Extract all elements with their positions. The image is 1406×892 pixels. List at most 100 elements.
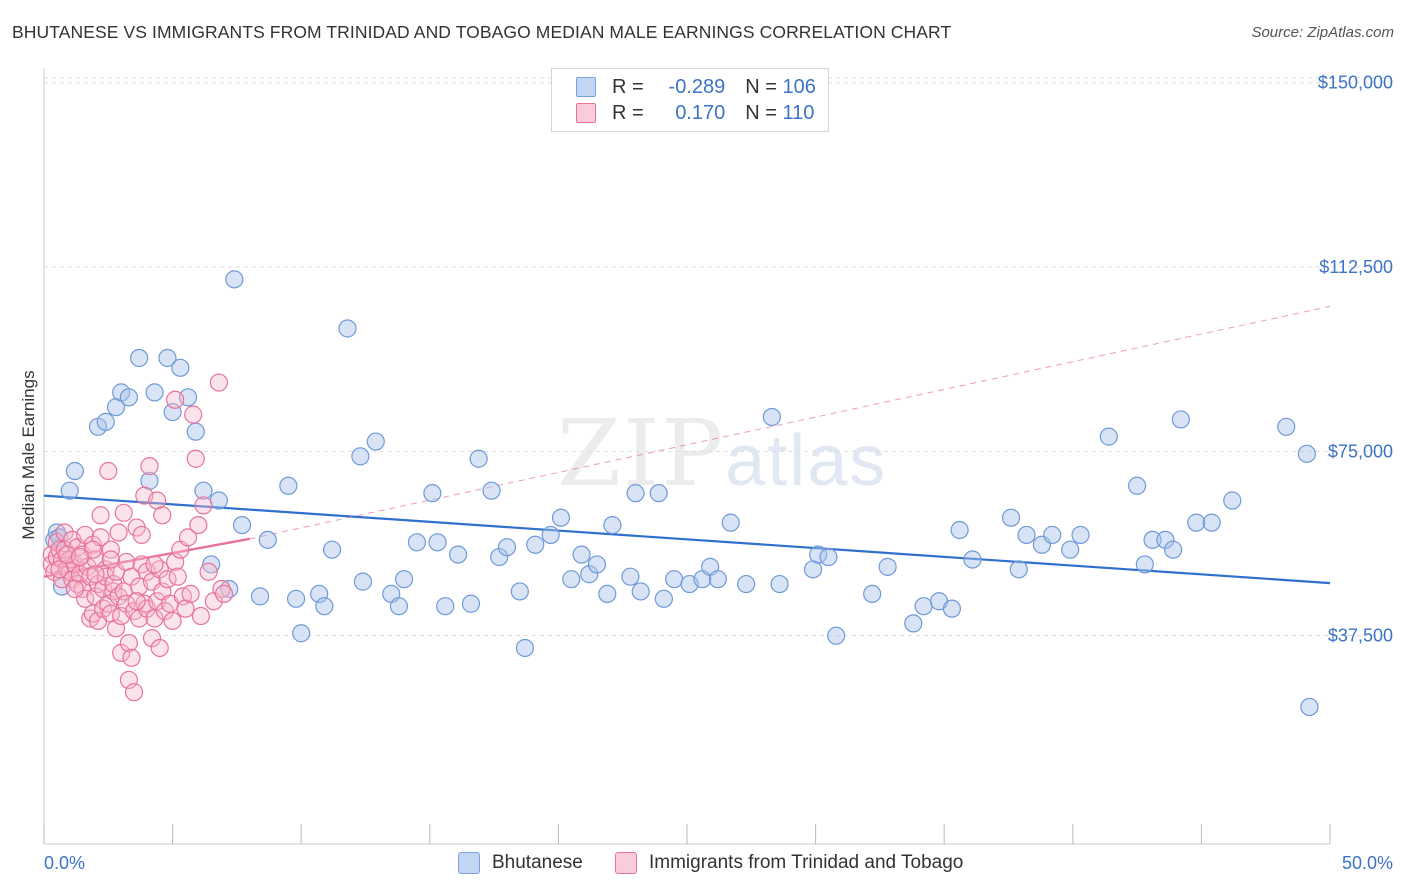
point-bhutanese	[225, 270, 244, 289]
series-label-bhutanese: Bhutanese	[492, 852, 583, 873]
point-bhutanese	[96, 412, 115, 431]
watermark-light: atlas	[725, 421, 888, 501]
point-bhutanese	[721, 513, 740, 532]
point-bhutanese	[490, 547, 509, 567]
point-bhutanese	[963, 550, 982, 569]
point-trinidad	[189, 515, 208, 535]
legend-r-label: R =	[612, 101, 644, 124]
point-trinidad	[209, 373, 228, 392]
point-trinidad	[137, 599, 156, 618]
point-bhutanese	[145, 383, 164, 402]
point-bhutanese	[1143, 530, 1162, 549]
point-bhutanese	[428, 533, 447, 552]
point-trinidad	[168, 567, 187, 586]
point-trinidad	[153, 506, 172, 525]
legend-row-bhutanese: R = -0.289 N = 106	[576, 75, 816, 99]
point-bhutanese	[526, 535, 545, 554]
point-trinidad	[70, 547, 90, 567]
point-trinidad	[212, 579, 231, 599]
point-trinidad	[65, 579, 84, 599]
point-bhutanese	[541, 525, 560, 545]
point-bhutanese	[119, 388, 138, 407]
point-bhutanese	[580, 565, 599, 584]
legend-n-value: 110	[782, 101, 815, 124]
point-bhutanese	[551, 508, 571, 527]
point-bhutanese	[407, 533, 427, 552]
point-bhutanese	[942, 599, 962, 618]
point-trinidad	[86, 565, 105, 584]
point-trinidad	[101, 550, 120, 569]
y-tick-label: $150,000	[1318, 73, 1393, 93]
point-bhutanese	[258, 530, 277, 549]
legend-n-label: N =	[745, 101, 777, 124]
point-trinidad	[50, 560, 69, 579]
point-trinidad	[142, 629, 162, 648]
point-bhutanese	[171, 358, 190, 377]
point-trinidad	[91, 506, 110, 525]
legend-row-trinidad: R = 0.170 N = 110	[576, 101, 814, 125]
point-bhutanese	[130, 348, 149, 368]
point-bhutanese	[1297, 444, 1316, 463]
point-trinidad	[150, 560, 169, 579]
point-bhutanese	[1071, 525, 1090, 545]
point-bhutanese	[366, 432, 385, 451]
point-bhutanese	[654, 589, 673, 608]
point-bhutanese	[250, 587, 270, 606]
point-bhutanese	[497, 538, 517, 557]
series-legend-trinidad: Immigrants from Trinidad and Tobago	[615, 852, 963, 874]
chart-title: BHUTANESE VS IMMIGRANTS FROM TRINIDAD AN…	[12, 22, 952, 42]
point-trinidad	[166, 390, 185, 409]
legend-swatch-trinidad	[576, 103, 596, 123]
axes	[43, 68, 1331, 845]
y-tick-label: $112,500	[1319, 257, 1393, 277]
point-trinidad	[199, 562, 218, 581]
point-bhutanese	[598, 584, 617, 604]
point-bhutanese	[863, 584, 882, 604]
point-bhutanese	[65, 461, 84, 481]
gridlines	[44, 77, 1395, 637]
point-trinidad	[122, 648, 141, 667]
point-bhutanese	[1223, 491, 1242, 510]
tick-labels: $37,500 $75,000 $112,500 $150,000 0.0% 50.0%	[44, 73, 1393, 873]
point-bhutanese	[950, 520, 969, 540]
point-trinidad	[124, 683, 144, 702]
point-bhutanese	[394, 570, 414, 589]
point-trinidad	[104, 582, 123, 601]
legend-swatch-bhutanese	[576, 77, 596, 97]
point-bhutanese	[158, 348, 177, 368]
point-trinidad	[109, 523, 128, 542]
watermark-main: ZIP	[557, 400, 726, 507]
point-bhutanese	[770, 574, 789, 594]
point-trinidad	[181, 584, 200, 604]
point-bhutanese	[878, 557, 897, 576]
point-bhutanese	[186, 422, 205, 441]
series-label-trinidad: Immigrants from Trinidad and Tobago	[649, 852, 964, 873]
legend-r-value: -0.289	[668, 75, 726, 98]
point-bhutanese	[60, 481, 79, 500]
point-bhutanese	[351, 447, 370, 466]
point-bhutanese	[587, 555, 607, 574]
point-trinidad	[127, 592, 146, 611]
point-trinidad	[150, 638, 169, 658]
point-trinidad	[191, 606, 210, 626]
trend-line-trinidad-extended	[249, 305, 1331, 540]
legend-r-value: 0.170	[675, 101, 726, 124]
point-bhutanese	[572, 545, 591, 564]
point-bhutanese	[315, 597, 334, 616]
point-bhutanese	[1156, 530, 1175, 549]
point-bhutanese	[482, 481, 501, 500]
watermark: ZIPatlas	[557, 400, 887, 507]
point-trinidad	[99, 461, 118, 481]
series-legend: Bhutanese Immigrants from Trinidad and T…	[0, 852, 1406, 878]
point-bhutanese	[819, 547, 838, 567]
point-trinidad	[184, 405, 203, 424]
point-bhutanese	[436, 597, 455, 616]
point-bhutanese	[338, 319, 357, 338]
series-swatch-bhutanese	[458, 852, 480, 874]
y-tick-label: $75,000	[1328, 441, 1393, 461]
point-bhutanese	[510, 582, 529, 601]
point-trinidad	[47, 533, 66, 552]
point-bhutanese	[1277, 417, 1296, 436]
point-bhutanese	[279, 476, 298, 495]
